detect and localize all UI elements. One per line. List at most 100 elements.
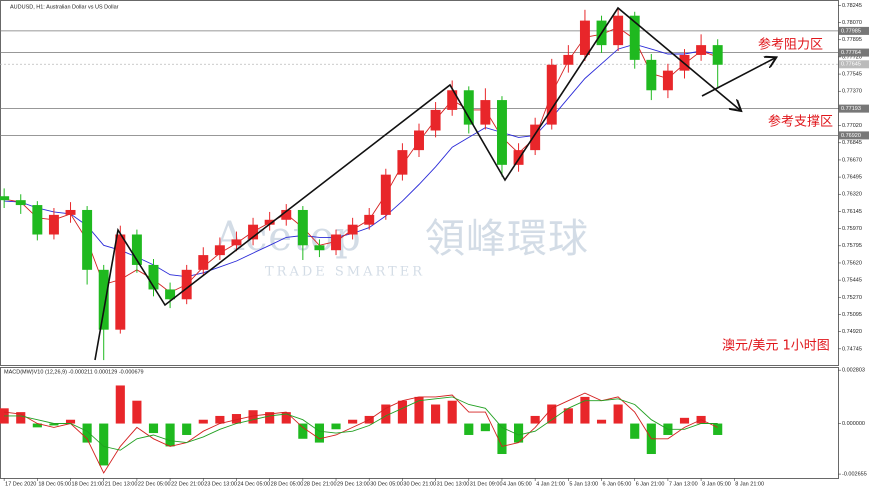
candle-body [131,234,142,265]
chart-title: AUDUSD, H1: Australian Dollar vs US Doll… [10,4,119,10]
level-box [839,60,869,69]
candle-body [447,90,458,110]
candle-body [198,255,209,270]
y-tick-label: 0.76670 [842,157,862,163]
candle-body [563,54,574,65]
candle-body [15,200,26,206]
macd-bar [613,404,623,424]
macd-bar [447,400,457,424]
x-tick-label: 17 Dec 2020 [5,481,36,487]
candle-body [248,224,259,240]
watermark-text: TRADE SMARTER [265,265,425,280]
y-tick-label: 0.76320 [842,192,862,198]
x-tick-label: 22 Dec 05:00 [138,481,171,487]
y-tick-label: 0.77545 [842,72,862,78]
x-tick-label: 28 Dec 21:00 [304,481,337,487]
x-tick-label: 28 Dec 05:00 [271,481,304,487]
trend-arrow [94,6,740,361]
candle-body [214,245,225,256]
x-tick-label: 6 Jan 21:00 [636,481,665,487]
candle-body [297,209,308,246]
trend-arrow [701,58,775,97]
candle-body [65,209,76,215]
candle-body [98,269,109,330]
macd-bar [713,423,723,435]
candle-body [32,205,43,235]
candle-body [662,70,673,91]
candle-body [347,224,358,235]
macd-bar [563,408,573,424]
macd-bar [381,404,391,424]
macd-bar [464,423,474,435]
candle-body [629,15,640,60]
y-tick-label: 0.76495 [842,175,862,181]
candle-body [579,20,590,55]
macd-bar [148,423,159,434]
macd-bar [679,417,690,424]
candle-body [0,196,10,201]
x-tick-label: 21 Dec 13:00 [105,481,138,487]
y-tick-label: 0.75970 [842,226,862,232]
x-tick-label: 8 Jan 05:00 [702,481,731,487]
x-tick-label: 31 Dec 13:00 [437,481,470,487]
macd-title: MACD(MW)V10 (12,26,9) -0.000211 0.000129… [4,369,144,375]
macd-bar [32,423,42,428]
y-tick-label: 0.77895 [842,37,862,43]
y-tick-label: 0.74745 [842,346,862,352]
candle-body [513,150,524,165]
macd-bar [16,412,26,424]
macd-bar [281,412,291,424]
candle-body [613,15,624,46]
candle-body [480,100,491,125]
macd-line [4,392,718,474]
y-tick-label: 0.77020 [842,123,862,129]
x-tick-label: 30 Dec 21:00 [403,481,436,487]
candle-body [530,124,541,151]
macd-bar [480,423,490,432]
candle-body [314,245,325,251]
macd-bar [497,423,507,455]
x-tick-label: 5 Jan 13:00 [569,481,598,487]
annotation: 参考支撑区 [768,114,833,130]
watermark-text: 領峰環球 [425,216,589,262]
level-label: 0.77645 [841,62,861,68]
y-tick-label: 0.75270 [842,295,862,301]
macd-bar [115,385,125,424]
macd-bar [547,404,557,424]
x-tick-label: 18 Dec 05:00 [38,481,71,487]
macd-bar [580,396,590,424]
level-box [839,131,869,140]
x-tick-label: 6 Jan 05:00 [603,481,632,487]
macd-bar [431,404,441,424]
macd-bar [596,419,607,424]
candle-body [331,234,342,251]
y-tick-label: -0.002655 [842,472,867,478]
level-box [839,104,869,113]
candle-body [181,269,192,300]
x-tick-label: 29 Dec 13:00 [337,481,370,487]
y-tick-label: 0.77370 [842,89,862,95]
candle-body [115,234,126,330]
x-tick-label: 30 Dec 05:00 [370,481,403,487]
candle-body [712,45,723,65]
macd-bar [82,423,92,443]
x-tick-label: 8 Jan 21:00 [735,481,764,487]
y-tick-label: 0.75445 [842,278,862,284]
candle-body [696,45,707,55]
candle-body [463,90,474,125]
x-tick-label: 23 Dec 13:00 [204,481,237,487]
level-label: 0.77764 [841,50,861,56]
candle-body [165,289,176,300]
main-panel [0,0,839,366]
y-tick-label: 0.76145 [842,209,862,215]
x-tick-label: 18 Dec 21:00 [72,481,105,487]
macd-bar [298,423,308,439]
candle-body [546,64,557,125]
macd-bar [314,423,324,443]
macd-bar [215,415,225,424]
macd-bar [514,423,524,443]
level-label: 0.77193 [841,106,861,112]
